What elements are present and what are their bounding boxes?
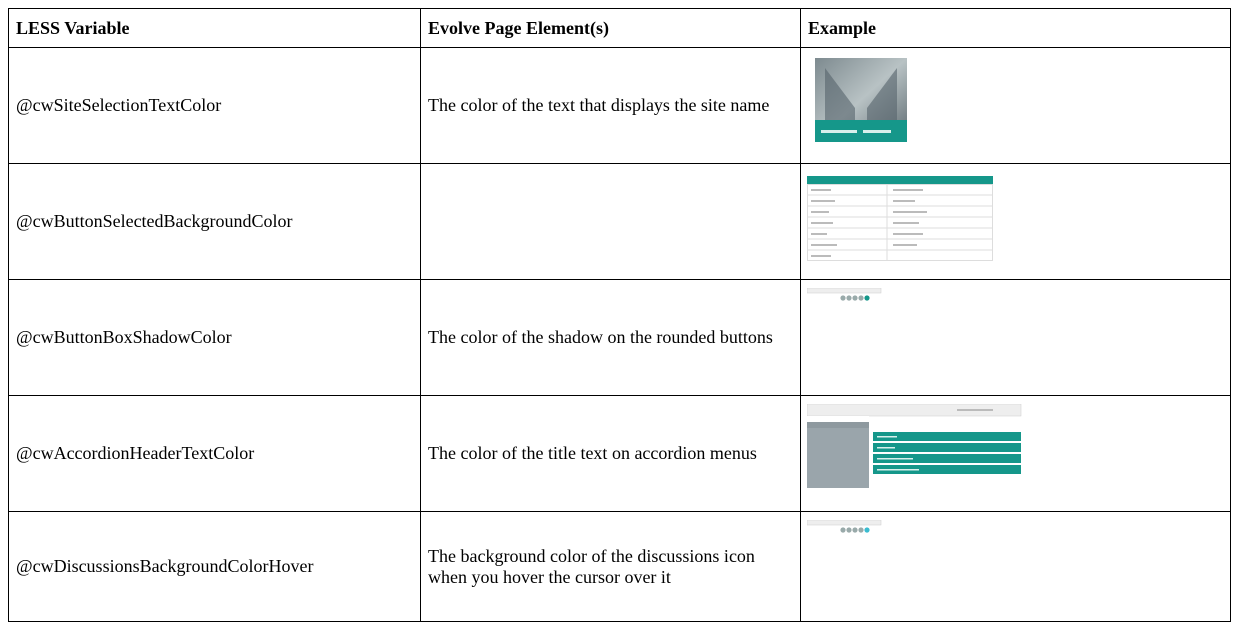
row: @cwButtonSelectedBackgroundColor: [8, 163, 1231, 280]
description-cell: The color of the shadow on the rounded b…: [420, 279, 801, 396]
example-cell: [800, 279, 1231, 396]
description-cell: The background color of the discussions …: [420, 511, 801, 622]
row: @cwSiteSelectionTextColor The color of t…: [8, 47, 1231, 164]
variable-cell: @cwButtonSelectedBackgroundColor: [8, 163, 421, 280]
example-cell: [800, 47, 1231, 164]
example-cell: [800, 395, 1231, 512]
example-image: [807, 288, 882, 301]
description-cell: [420, 163, 801, 280]
description-cell: The color of the text that displays the …: [420, 47, 801, 164]
header-cell: Evolve Page Element(s): [420, 8, 801, 48]
variable-cell: @cwDiscussionsBackgroundColorHover: [8, 511, 421, 622]
row: @cwButtonBoxShadowColor The color of the…: [8, 279, 1231, 396]
example-image: [815, 58, 907, 142]
example-image: [807, 404, 1022, 488]
row: @cwAccordionHeaderTextColor The color of…: [8, 395, 1231, 512]
row: @cwDiscussionsBackgroundColorHover The b…: [8, 511, 1231, 622]
header-row: LESS Variable Evolve Page Element(s) Exa…: [8, 8, 1231, 48]
variable-cell: @cwAccordionHeaderTextColor: [8, 395, 421, 512]
header-cell: Example: [800, 8, 1231, 48]
variable-cell: @cwSiteSelectionTextColor: [8, 47, 421, 164]
description-cell: The color of the title text on accordion…: [420, 395, 801, 512]
example-image: [807, 176, 993, 261]
header-cell: LESS Variable: [8, 8, 421, 48]
variable-cell: @cwButtonBoxShadowColor: [8, 279, 421, 396]
example-image: [807, 520, 882, 533]
less-variables-table: LESS Variable Evolve Page Element(s) Exa…: [8, 8, 1231, 622]
example-cell: [800, 163, 1231, 280]
example-cell: [800, 511, 1231, 622]
